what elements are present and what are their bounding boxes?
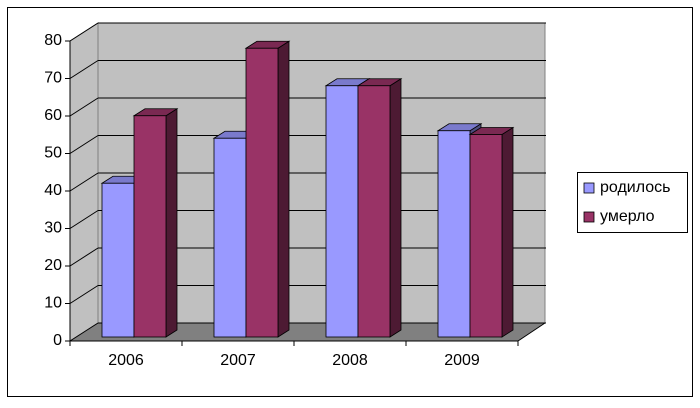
y-tick-label: 80 <box>44 32 62 49</box>
bar <box>356 78 403 338</box>
x-tick-label: 2007 <box>220 352 256 369</box>
bar-front <box>101 182 135 338</box>
bars <box>100 40 515 338</box>
grid-line-side <box>69 172 99 192</box>
bar-front <box>469 134 503 338</box>
floor-edge <box>517 322 546 342</box>
bar <box>244 40 291 338</box>
y-tick-label: 50 <box>44 145 62 162</box>
x-tick-label: 2006 <box>108 352 144 369</box>
legend-swatch <box>583 182 595 194</box>
bar-side <box>277 40 290 338</box>
y-tick-label: 40 <box>44 182 62 199</box>
y-tick-label: 70 <box>44 70 62 87</box>
bar-side <box>165 108 178 338</box>
x-tick-label: 2008 <box>332 352 368 369</box>
grid-line-side <box>69 210 99 229</box>
grid-line-side <box>69 97 99 117</box>
y-tick-label: 20 <box>44 257 62 274</box>
bar-front <box>325 85 359 338</box>
y-tick-label: 30 <box>44 220 62 237</box>
bar-front <box>133 115 167 338</box>
bar-front <box>213 137 247 338</box>
bar-side <box>501 126 514 338</box>
legend <box>577 172 688 233</box>
grid-line-side <box>69 285 99 304</box>
bar-front <box>437 130 471 338</box>
grid-line-side <box>69 22 99 42</box>
legend-swatch <box>583 211 595 223</box>
legend-label: умерло <box>600 208 655 225</box>
bar <box>132 108 179 338</box>
bar-side <box>389 78 402 338</box>
y-tick-label: 0 <box>53 332 62 349</box>
grid-line-side <box>69 322 99 342</box>
axis-labels: 0 10 20 30 40 50 60 70 80 2006 2007 2008 2009 <box>44 32 519 369</box>
grid-line-side <box>69 60 99 79</box>
y-tick-label: 10 <box>44 295 62 312</box>
legend-items: родилось умерло <box>583 179 670 225</box>
grid-line-side <box>69 247 99 267</box>
grid-line-side <box>69 135 99 154</box>
bar-front <box>357 85 391 338</box>
y-tick-label: 60 <box>44 107 62 124</box>
bar <box>468 126 515 338</box>
legend-label: родилось <box>600 179 670 196</box>
floor <box>70 323 545 341</box>
x-tick-label: 2009 <box>444 352 480 369</box>
bar-front <box>245 47 279 338</box>
